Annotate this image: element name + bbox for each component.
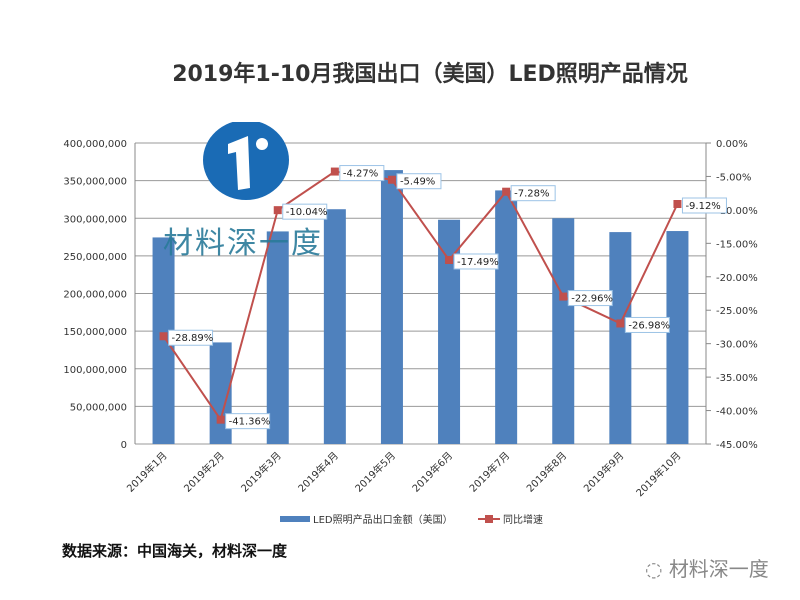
- right-tick-label: 0.00%: [716, 139, 748, 150]
- left-tick-label: 150,000,000: [63, 327, 127, 338]
- bar: [609, 232, 632, 444]
- bar: [552, 218, 575, 444]
- bar: [323, 209, 346, 444]
- data-source: 数据来源：中国海关，材料深一度: [62, 542, 288, 560]
- left-tick-label: 50,000,000: [70, 402, 127, 413]
- left-tick-label: 350,000,000: [63, 177, 127, 188]
- legend-line-label: 同比增速: [503, 513, 543, 526]
- data-label: -28.89%: [172, 333, 214, 344]
- logo-text: 材料深一度: [163, 226, 323, 261]
- x-tick-label: 2019年1月: [124, 449, 170, 495]
- data-label-box: [453, 253, 499, 270]
- line-point: [387, 175, 396, 184]
- left-tick-label: 100,000,000: [63, 365, 127, 376]
- data-label-box: [624, 316, 670, 333]
- data-label: -17.49%: [457, 257, 499, 268]
- data-label: -10.04%: [286, 207, 328, 218]
- data-label-box: [567, 290, 613, 307]
- line-point: [273, 206, 282, 215]
- line-point: [159, 332, 168, 341]
- right-tick-label: -5.00%: [716, 172, 751, 183]
- bar: [438, 219, 461, 444]
- line-point: [673, 200, 682, 209]
- right-tick-label: -10.00%: [716, 206, 758, 217]
- left-tick-label: 0: [121, 440, 127, 451]
- line-point: [559, 292, 568, 301]
- logo-icon: [203, 122, 289, 200]
- x-tick-label: 2019年6月: [409, 449, 455, 495]
- chart-title: 2019年1-10月我国出口（美国）LED照明产品情况: [172, 62, 688, 87]
- x-tick-label: 2019年5月: [352, 449, 398, 495]
- bar: [495, 190, 518, 444]
- line-point: [616, 319, 625, 328]
- x-tick-label: 2019年3月: [238, 449, 284, 495]
- line-point: [330, 167, 339, 176]
- legend-bar-swatch: [280, 516, 310, 522]
- line-point: [445, 255, 454, 264]
- data-label: -7.28%: [514, 189, 549, 200]
- data-label: -5.49%: [400, 177, 435, 188]
- left-tick-label: 200,000,000: [63, 290, 127, 301]
- right-tick-label: -35.00%: [716, 373, 758, 384]
- right-tick-label: -30.00%: [716, 340, 758, 351]
- left-tick-label: 300,000,000: [63, 214, 127, 225]
- bar: [666, 231, 689, 444]
- data-label: -41.36%: [229, 417, 271, 428]
- right-tick-label: -20.00%: [716, 273, 758, 284]
- x-tick-label: 2019年10月: [633, 449, 683, 499]
- x-tick-label: 2019年8月: [524, 449, 570, 495]
- x-tick-label: 2019年7月: [466, 449, 512, 495]
- legend-bar-label: LED照明产品出口金额（美国）: [313, 513, 453, 526]
- left-tick-label: 400,000,000: [63, 139, 127, 150]
- data-label: -26.98%: [628, 320, 670, 331]
- data-label-box: [225, 413, 271, 430]
- data-label: -9.12%: [685, 201, 720, 212]
- right-tick-label: -40.00%: [716, 407, 758, 418]
- bar: [152, 237, 175, 444]
- data-label: -4.27%: [343, 169, 378, 180]
- line-point: [502, 187, 511, 196]
- data-label-box: [396, 173, 442, 190]
- data-label-box: [168, 329, 214, 346]
- legend-line-marker: [485, 515, 493, 523]
- watermark: ◌ 材料深一度: [645, 557, 769, 581]
- left-tick-label: 250,000,000: [63, 252, 127, 263]
- right-tick-label: -25.00%: [716, 306, 758, 317]
- data-label-box: [510, 185, 556, 202]
- x-tick-label: 2019年2月: [181, 449, 227, 495]
- line-point: [216, 415, 225, 424]
- bar: [380, 170, 403, 444]
- wechat-icon: ◌: [645, 557, 669, 581]
- x-tick-label: 2019年4月: [295, 449, 341, 495]
- data-label-box: [339, 165, 385, 182]
- data-label-box: [282, 203, 328, 220]
- bar: [266, 231, 289, 444]
- series-line: [162, 170, 679, 423]
- x-tick-label: 2019年9月: [581, 449, 627, 495]
- right-tick-label: -15.00%: [716, 239, 758, 250]
- data-label: -22.96%: [571, 294, 613, 305]
- data-label-box: [681, 197, 727, 214]
- right-tick-label: -45.00%: [716, 440, 758, 451]
